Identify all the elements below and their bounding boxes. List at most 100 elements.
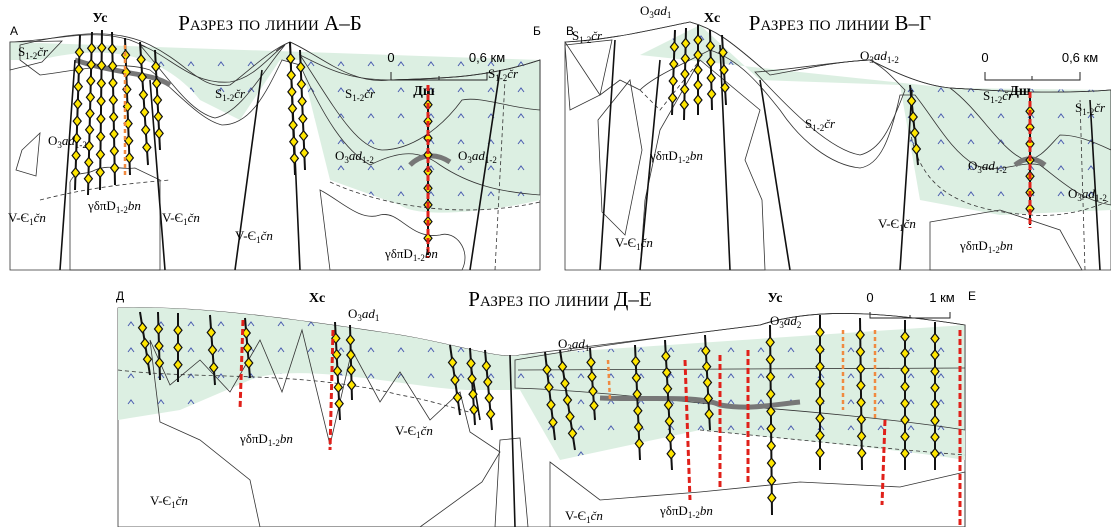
ore-marker bbox=[142, 125, 150, 135]
ore-marker bbox=[74, 99, 82, 109]
formation-label-part: O bbox=[558, 336, 567, 351]
formation-label-part: S bbox=[215, 86, 222, 101]
formation-label-part: 1-2 bbox=[413, 253, 425, 263]
ore-marker bbox=[667, 449, 675, 459]
formation-label: V-Є1čn bbox=[395, 423, 433, 440]
ore-marker bbox=[681, 69, 689, 79]
formation-label-part: čn bbox=[641, 235, 653, 250]
formation-label-part: čr bbox=[37, 44, 49, 59]
ore-marker bbox=[681, 84, 689, 94]
formation-label-part: O bbox=[348, 306, 357, 321]
formation-label-part: 1-2 bbox=[25, 51, 37, 61]
formation-label-part: bn bbox=[128, 198, 141, 213]
formation-label-part: ad bbox=[62, 133, 76, 148]
ore-marker bbox=[72, 168, 80, 178]
formation-label: γδπD1-2bn bbox=[384, 246, 438, 263]
ore-marker bbox=[86, 109, 94, 119]
ore-marker bbox=[74, 82, 82, 92]
formation-label: γδπD1-2bn bbox=[959, 238, 1013, 255]
formation-label-part: O bbox=[1068, 186, 1077, 201]
ore-marker bbox=[669, 76, 677, 86]
formation-label-part: V-Є bbox=[235, 228, 256, 243]
ore-marker bbox=[86, 125, 94, 135]
formation-label: V-Є1čn bbox=[150, 493, 188, 510]
formation-label-part: čr bbox=[1002, 88, 1014, 103]
formation-label-part: 1-2 bbox=[352, 93, 364, 103]
formation-label-part: V-Є bbox=[565, 508, 586, 523]
ore-marker bbox=[110, 112, 118, 122]
ore-marker bbox=[75, 64, 83, 74]
formation-label-part: čr bbox=[824, 116, 836, 131]
formation-label-part: S bbox=[983, 88, 990, 103]
well-name: Ус bbox=[93, 11, 108, 26]
formation-label-part: O bbox=[335, 148, 344, 163]
section-title: Разрез по линии А–Б bbox=[178, 11, 362, 35]
ore-marker bbox=[858, 448, 866, 458]
ore-marker bbox=[348, 380, 356, 390]
ore-marker bbox=[97, 114, 105, 124]
formation-label-part: O bbox=[48, 133, 57, 148]
cross-sections: Разрез по линии А–Б А Б Ус Дш 0 0,6 км Р… bbox=[0, 0, 1111, 527]
formation-label-part: 1-2 bbox=[1095, 193, 1107, 203]
formation-label: V-Є1čn bbox=[615, 235, 653, 252]
formation-label-part: 1-2 bbox=[75, 140, 87, 150]
ore-marker bbox=[97, 132, 105, 142]
ore-marker bbox=[109, 78, 117, 88]
formation-label: O3ad1 bbox=[348, 306, 379, 323]
formation-label-part: 1 bbox=[667, 10, 672, 20]
formation-label-part: 1-2 bbox=[268, 438, 280, 448]
ore-marker bbox=[487, 409, 495, 419]
formation-label-part: O bbox=[458, 148, 467, 163]
well-name: Дш bbox=[413, 84, 435, 99]
ore-marker bbox=[85, 157, 93, 167]
ore-marker bbox=[767, 458, 775, 468]
formation-label-part: ad bbox=[1082, 186, 1096, 201]
section-end: Д bbox=[116, 289, 124, 303]
formation-label-part: γδπD bbox=[87, 198, 116, 213]
formation-label: O3ad1 bbox=[558, 336, 589, 353]
ore-marker bbox=[816, 448, 824, 458]
ore-marker bbox=[300, 131, 308, 141]
ore-marker bbox=[97, 78, 105, 88]
formation-label-part: V-Є bbox=[615, 235, 636, 250]
well-name: Хс bbox=[309, 291, 325, 306]
formation-label-part: 1-2 bbox=[485, 155, 497, 165]
formation-label-part: S bbox=[572, 28, 579, 43]
formation-label: S1-2čr bbox=[572, 28, 603, 45]
ore-marker bbox=[290, 153, 298, 163]
formation-label-part: čn bbox=[421, 423, 433, 438]
ore-marker bbox=[111, 163, 119, 173]
section-end: Е bbox=[968, 289, 976, 303]
scale-label: 0,6 км bbox=[469, 50, 505, 65]
well-name: Хс bbox=[704, 11, 720, 26]
formation-label-part: čn bbox=[591, 508, 603, 523]
ore-marker bbox=[290, 137, 298, 147]
ore-marker bbox=[300, 148, 308, 158]
formation-label-part: 1-2 bbox=[678, 155, 690, 165]
ore-marker bbox=[143, 142, 151, 152]
formation-label: V-Є1čn bbox=[8, 210, 46, 227]
formation-label: V-Є1čn bbox=[565, 508, 603, 525]
formation-label-part: 2 bbox=[797, 320, 802, 330]
formation-label-part: 1-2 bbox=[990, 95, 1002, 105]
formation-label: S1-2čr bbox=[805, 116, 836, 133]
formation-label-part: čr bbox=[507, 66, 519, 81]
formation-label-part: 1-2 bbox=[1082, 107, 1094, 117]
scale-label: 1 км bbox=[929, 290, 955, 305]
formation-label: γδπD1-2bn bbox=[87, 198, 141, 215]
formation-label-part: bn bbox=[690, 148, 703, 163]
formation-label-part: 1-2 bbox=[688, 510, 700, 520]
formation-label-part: bn bbox=[280, 431, 293, 446]
ore-marker bbox=[334, 382, 342, 392]
formation-label-part: 1-2 bbox=[222, 93, 234, 103]
formation-label-part: 1-2 bbox=[579, 35, 591, 45]
formation-label-part: γδπD bbox=[239, 431, 268, 446]
ore-marker bbox=[289, 104, 297, 114]
ore-marker bbox=[72, 151, 80, 161]
formation-label-part: γδπD bbox=[659, 503, 688, 518]
ore-marker bbox=[154, 112, 162, 122]
formation-label-part: bn bbox=[1000, 238, 1013, 253]
drill-hole bbox=[100, 30, 102, 190]
formation-label-part: 1-2 bbox=[995, 165, 1007, 175]
ore-marker bbox=[86, 92, 94, 102]
